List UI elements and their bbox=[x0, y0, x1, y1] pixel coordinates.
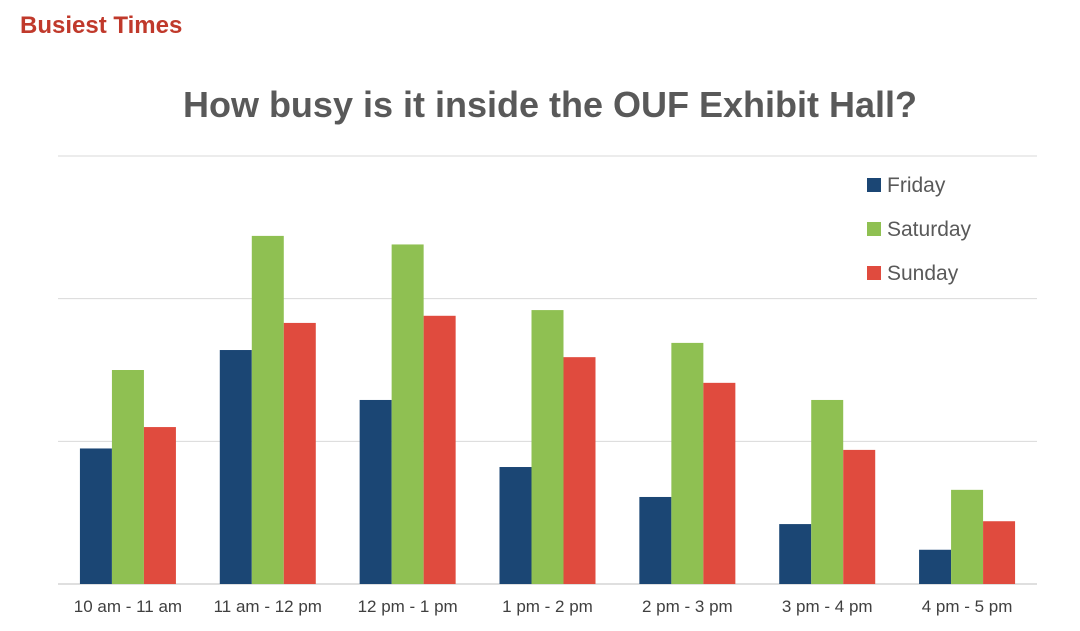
legend-swatch-sunday bbox=[867, 266, 881, 280]
bar-sunday-1 bbox=[283, 322, 316, 584]
bar-friday-4 bbox=[639, 496, 672, 584]
bar-sunday-2 bbox=[423, 315, 456, 584]
x-tick-label: 12 pm - 1 pm bbox=[358, 597, 458, 616]
bar-saturday-0 bbox=[111, 370, 144, 584]
legend-label-sunday: Sunday bbox=[887, 262, 959, 285]
bar-sunday-3 bbox=[563, 357, 596, 584]
x-tick-label: 1 pm - 2 pm bbox=[502, 597, 593, 616]
x-tick-label: 2 pm - 3 pm bbox=[642, 597, 733, 616]
bar-friday-6 bbox=[919, 549, 952, 584]
x-tick-label: 10 am - 11 am bbox=[74, 597, 182, 616]
bar-saturday-2 bbox=[391, 244, 424, 584]
bar-saturday-5 bbox=[811, 399, 844, 584]
bar-sunday-0 bbox=[143, 427, 176, 584]
x-axis-tick-labels: 10 am - 11 am 11 am - 12 pm 12 pm - 1 pm 1 … bbox=[74, 597, 1013, 616]
legend-label-friday: Friday bbox=[887, 174, 946, 197]
legend-swatch-saturday bbox=[867, 222, 881, 236]
legend-swatch-friday bbox=[867, 178, 881, 192]
page-heading: Busiest Times bbox=[20, 12, 183, 39]
bar-friday-5 bbox=[779, 524, 812, 584]
bar-saturday-1 bbox=[251, 235, 284, 585]
x-tick-label: 3 pm - 4 pm bbox=[782, 597, 873, 616]
bar-friday-1 bbox=[219, 350, 252, 584]
chart-bars bbox=[79, 235, 1016, 585]
chart-title: How busy is it inside the OUF Exhibit Ha… bbox=[182, 84, 918, 125]
bar-saturday-4 bbox=[671, 342, 704, 584]
bar-saturday-6 bbox=[951, 489, 984, 584]
x-tick-label: 4 pm - 5 pm bbox=[922, 597, 1013, 616]
bar-friday-3 bbox=[499, 467, 532, 584]
bar-sunday-6 bbox=[983, 521, 1016, 584]
bar-friday-0 bbox=[79, 448, 112, 584]
legend-label-saturday: Saturday bbox=[887, 218, 972, 241]
bar-friday-2 bbox=[359, 399, 392, 584]
bar-sunday-5 bbox=[843, 449, 876, 584]
x-tick-label: 11 am - 12 pm bbox=[214, 597, 322, 616]
bar-sunday-4 bbox=[703, 382, 736, 584]
bar-saturday-3 bbox=[531, 310, 564, 584]
chart-legend: Friday Saturday Sunday bbox=[867, 174, 972, 285]
